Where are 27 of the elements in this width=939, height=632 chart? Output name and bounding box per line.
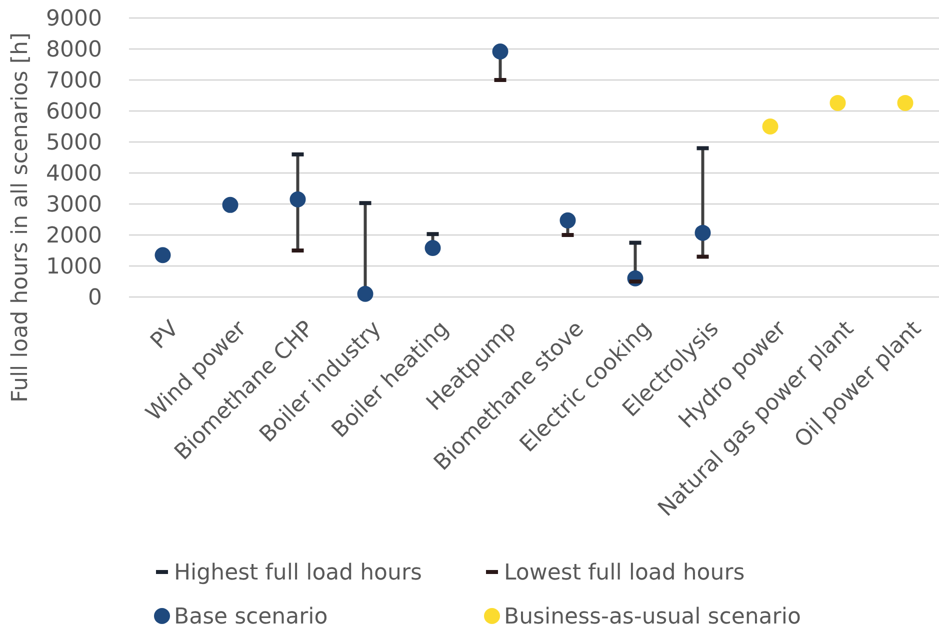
point xyxy=(424,240,441,256)
y-tick-label: 5000 xyxy=(46,130,102,156)
y-tick-label: 7000 xyxy=(46,68,102,94)
y-tick-label: 3000 xyxy=(46,192,102,218)
y-tick-label: 2000 xyxy=(46,224,102,249)
y-tick-label: 8000 xyxy=(46,38,102,63)
point xyxy=(560,212,576,228)
y-tick-label: 4000 xyxy=(46,162,102,187)
point xyxy=(830,94,846,111)
point xyxy=(222,196,238,213)
point xyxy=(154,247,171,264)
point xyxy=(897,94,914,111)
y-tick-label: 1000 xyxy=(46,254,102,280)
point xyxy=(762,118,778,134)
y-tick-label: 9000 xyxy=(46,6,102,32)
point xyxy=(492,43,508,60)
y-axis-title: Full load hours in all scenarios [h] xyxy=(8,32,33,402)
point xyxy=(694,224,711,241)
y-tick-label: 6000 xyxy=(46,100,102,125)
legend-label: Business-as-usual scenario xyxy=(504,604,801,630)
point xyxy=(357,286,374,302)
y-tick-label: 0 xyxy=(88,286,102,311)
point xyxy=(290,191,306,208)
x-tick-label: PV xyxy=(146,316,184,354)
legend-label: Base scenario xyxy=(174,604,328,630)
legend-label: Lowest full load hours xyxy=(504,560,745,586)
legend-label: Highest full load hours xyxy=(174,560,422,586)
